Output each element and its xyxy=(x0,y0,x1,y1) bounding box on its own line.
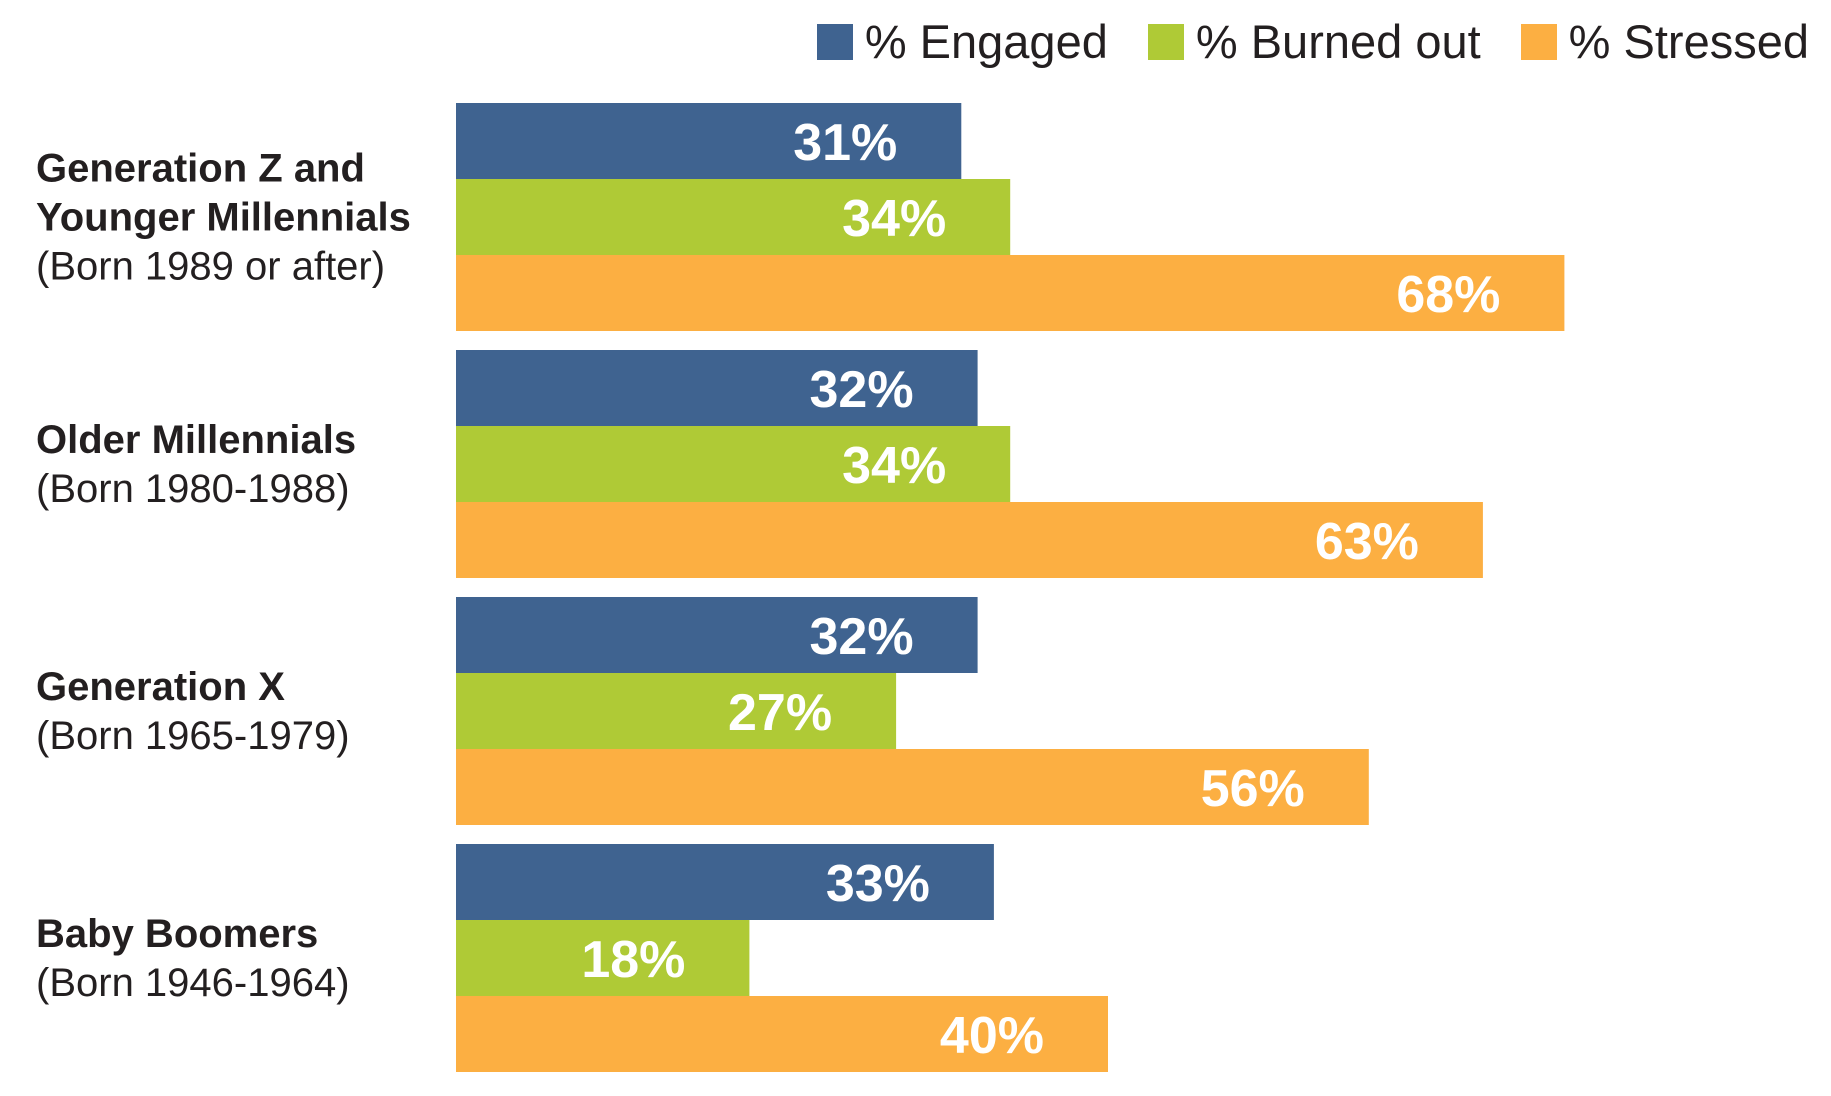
legend: % Engaged % Burned out % Stressed xyxy=(777,14,1809,69)
bar-2-2 xyxy=(456,749,1369,825)
bar-1-2 xyxy=(456,502,1483,578)
bar-1-1 xyxy=(456,426,1011,502)
bar-label-3-2: 40% xyxy=(940,1007,1044,1065)
category-sub-1: (Born 1980-1988) xyxy=(36,467,350,511)
legend-item-stressed: % Stressed xyxy=(1520,14,1809,69)
bar-label-2-2: 56% xyxy=(1201,760,1305,818)
legend-swatch-burned-out xyxy=(1147,23,1184,60)
category-name-0-0: Generation Z and xyxy=(36,147,365,191)
bar-3-0 xyxy=(456,844,994,920)
category-group-0: 31% 34% 68% Generation Z and Younger Millenn… xyxy=(36,103,1565,331)
category-name-3-0: Baby Boomers xyxy=(36,912,318,956)
legend-item-engaged: % Engaged xyxy=(816,14,1108,69)
legend-swatch-stressed xyxy=(1520,23,1557,60)
bar-0-1 xyxy=(456,179,1011,255)
legend-label-stressed: % Stressed xyxy=(1568,15,1809,68)
category-name-2-0: Generation X xyxy=(36,665,285,709)
bar-label-1-1: 34% xyxy=(842,437,946,495)
bar-0-2 xyxy=(456,255,1565,331)
bar-1-0 xyxy=(456,350,978,426)
bar-label-1-2: 63% xyxy=(1315,513,1419,571)
legend-label-engaged: % Engaged xyxy=(864,15,1108,68)
category-name-1-0: Older Millennials xyxy=(36,418,356,462)
category-sub-0: (Born 1989 or after) xyxy=(36,245,385,289)
category-group-3: 33% 18% 40% Baby Boomers (Born 1946-1964) xyxy=(36,844,1108,1072)
legend-swatch-engaged xyxy=(816,23,853,60)
category-sub-3: (Born 1946-1964) xyxy=(36,961,350,1005)
category-group-2: 32% 27% 56% Generation X (Born 1965-1979) xyxy=(36,597,1369,825)
bar-label-3-0: 33% xyxy=(826,855,930,913)
bar-0-0 xyxy=(456,103,962,179)
legend-label-burned-out: % Burned out xyxy=(1195,15,1481,68)
bar-3-1 xyxy=(456,920,750,996)
bar-label-2-0: 32% xyxy=(810,608,914,666)
bar-label-2-1: 27% xyxy=(728,684,832,742)
bar-3-2 xyxy=(456,996,1108,1072)
category-group-1: 32% 34% 63% Older Millennials (Born 1980-198… xyxy=(36,350,1483,578)
bar-label-0-2: 68% xyxy=(1396,266,1500,324)
bar-2-1 xyxy=(456,673,897,749)
bar-2-0 xyxy=(456,597,978,673)
bar-label-0-0: 31% xyxy=(793,114,897,172)
bar-label-3-1: 18% xyxy=(581,931,685,989)
bar-label-1-0: 32% xyxy=(810,361,914,419)
category-name-0-1: Younger Millennials xyxy=(36,196,411,240)
bar-label-0-1: 34% xyxy=(842,190,946,248)
legend-item-burned-out: % Burned out xyxy=(1147,14,1481,69)
category-sub-2: (Born 1965-1979) xyxy=(36,714,350,758)
